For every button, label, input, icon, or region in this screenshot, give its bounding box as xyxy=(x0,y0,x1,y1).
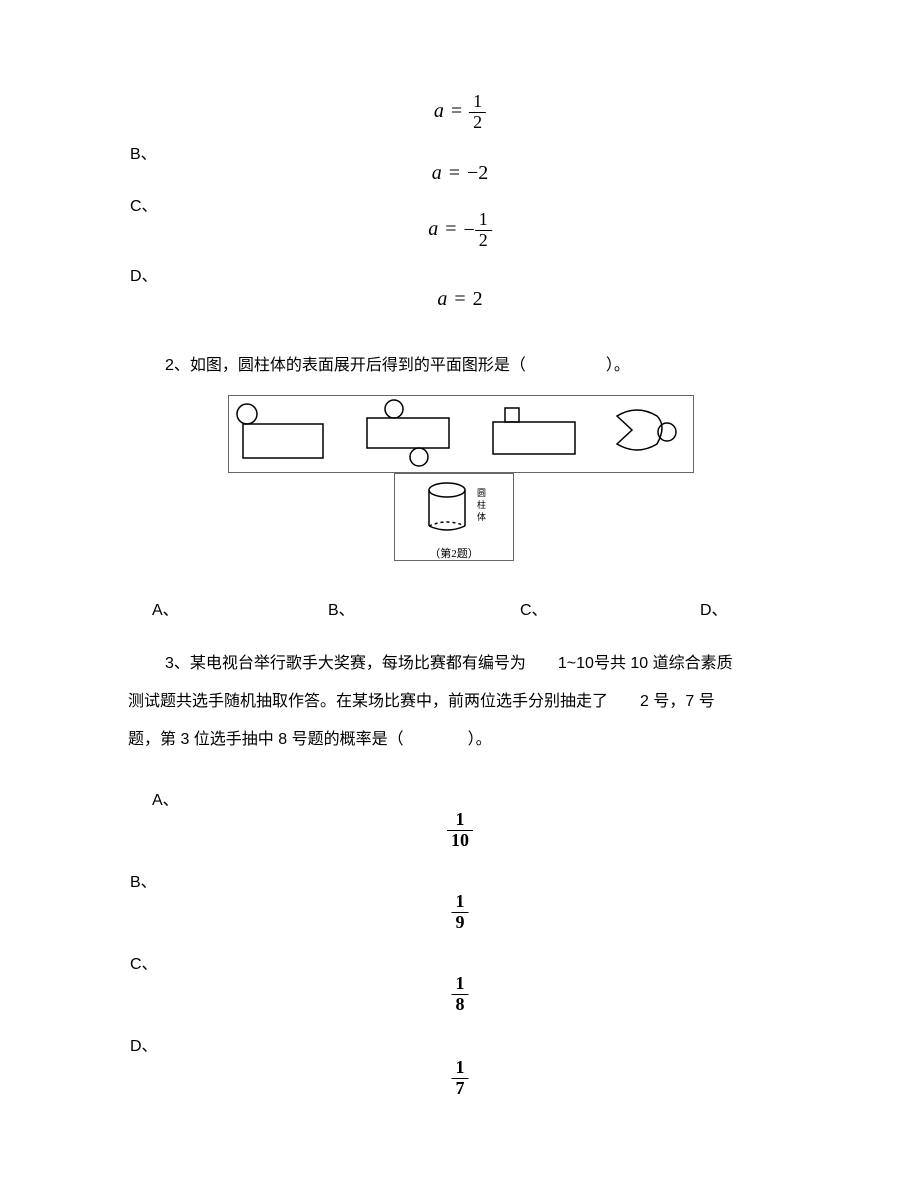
q2-text: 2、如图，圆柱体的表面展开后得到的平面图形是（ ）。 xyxy=(165,352,630,381)
q3-frac-b: 19 xyxy=(452,892,469,933)
q2-figure-caption: （第2题） xyxy=(395,545,513,561)
svg-text:圆: 圆 xyxy=(477,488,486,498)
q2-option-b: B、 xyxy=(328,596,355,620)
q2-figure-options xyxy=(228,395,694,473)
q3-option-label-b: B、 xyxy=(130,868,157,892)
q3-frac-d: 17 xyxy=(452,1058,469,1099)
q3-line1: 3、某电视台举行歌手大奖赛，每场比赛都有编号为 1~10号共 10 道综合素质 xyxy=(165,650,805,679)
q3-line3: 题，第 3 位选手抽中 8 号题的概率是（ ）。 xyxy=(128,726,808,755)
q1-option-label-c: C、 xyxy=(130,192,158,216)
q3-option-label-c: C、 xyxy=(130,950,158,974)
q3-frac-a: 110 xyxy=(447,810,473,851)
q2-option-c: C、 xyxy=(520,596,548,620)
q3-option-label-d: D、 xyxy=(130,1032,158,1056)
q1-equation-e: a = 2 xyxy=(437,288,482,311)
q3-frac-c: 18 xyxy=(452,974,469,1015)
q1-option-label-d: D、 xyxy=(130,262,158,286)
svg-text:柱: 柱 xyxy=(477,499,486,510)
q3-line2: 测试题共选手随机抽取作答。在某场比赛中，前两位选手分别抽走了 2 号，7 号 xyxy=(128,688,808,717)
q1-option-label-b: B、 xyxy=(130,140,157,164)
q2-option-a: A、 xyxy=(152,596,179,620)
q1-equation-d: a = −12 xyxy=(428,210,492,251)
q1-equation-b: a = 12 xyxy=(434,92,486,133)
q2-figure-cylinder: 圆 柱 体 （第2题） xyxy=(394,473,514,561)
q2-option-d: D、 xyxy=(700,596,728,620)
q1-equation-c: a = −2 xyxy=(432,162,489,185)
q3-option-label-a: A、 xyxy=(152,786,179,810)
svg-text:体: 体 xyxy=(477,511,486,522)
